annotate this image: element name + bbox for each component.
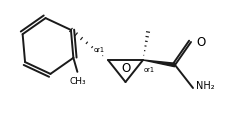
Text: or1: or1: [94, 47, 104, 53]
Text: O: O: [121, 62, 130, 75]
Text: CH₃: CH₃: [69, 77, 86, 86]
Polygon shape: [143, 60, 175, 67]
Text: or1: or1: [143, 67, 155, 73]
Text: NH₂: NH₂: [196, 81, 215, 91]
Text: O: O: [196, 35, 205, 49]
